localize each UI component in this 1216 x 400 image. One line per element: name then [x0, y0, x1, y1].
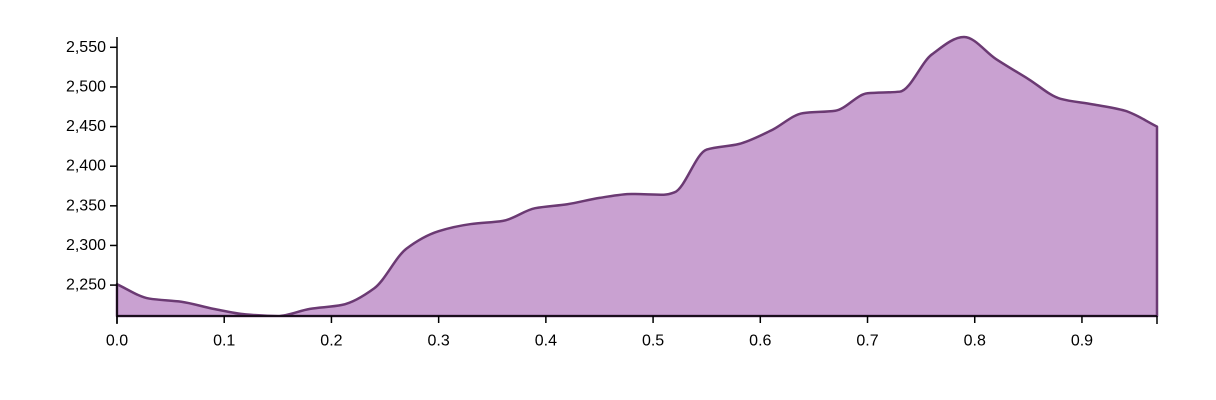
x-tick-label: 0.9 [1071, 333, 1093, 350]
area-series-layer [115, 35, 1159, 318]
area-series-0 [115, 35, 1159, 318]
y-tick-label: 2,350 [66, 197, 106, 214]
x-tick-label: 0.1 [213, 333, 235, 350]
y-tick-label: 2,450 [66, 118, 106, 135]
x-tick-label: 0.3 [428, 333, 450, 350]
x-axis: 0.0 0.1 0.2 0.3 0.4 0.5 0.6 0.7 0.8 0.9 [106, 315, 1158, 350]
y-axis: 2,250 2,300 2,350 2,400 2,450 2,500 2,550 [66, 37, 118, 316]
x-tick-label: 0.2 [320, 333, 342, 350]
x-tick-label: 0.5 [642, 333, 664, 350]
y-tick-label: 2,300 [66, 237, 106, 254]
x-tick-label: 0.0 [106, 333, 128, 350]
x-tick-label: 0.8 [964, 333, 986, 350]
x-tick-label: 0.6 [749, 333, 771, 350]
y-tick-label: 2,250 [66, 277, 106, 294]
x-tick-label: 0.7 [856, 333, 878, 350]
y-tick-label: 2,400 [66, 158, 106, 175]
y-tick-label: 2,500 [66, 78, 106, 95]
y-tick-label: 2,550 [66, 39, 106, 56]
x-tick-label: 0.4 [535, 333, 557, 350]
